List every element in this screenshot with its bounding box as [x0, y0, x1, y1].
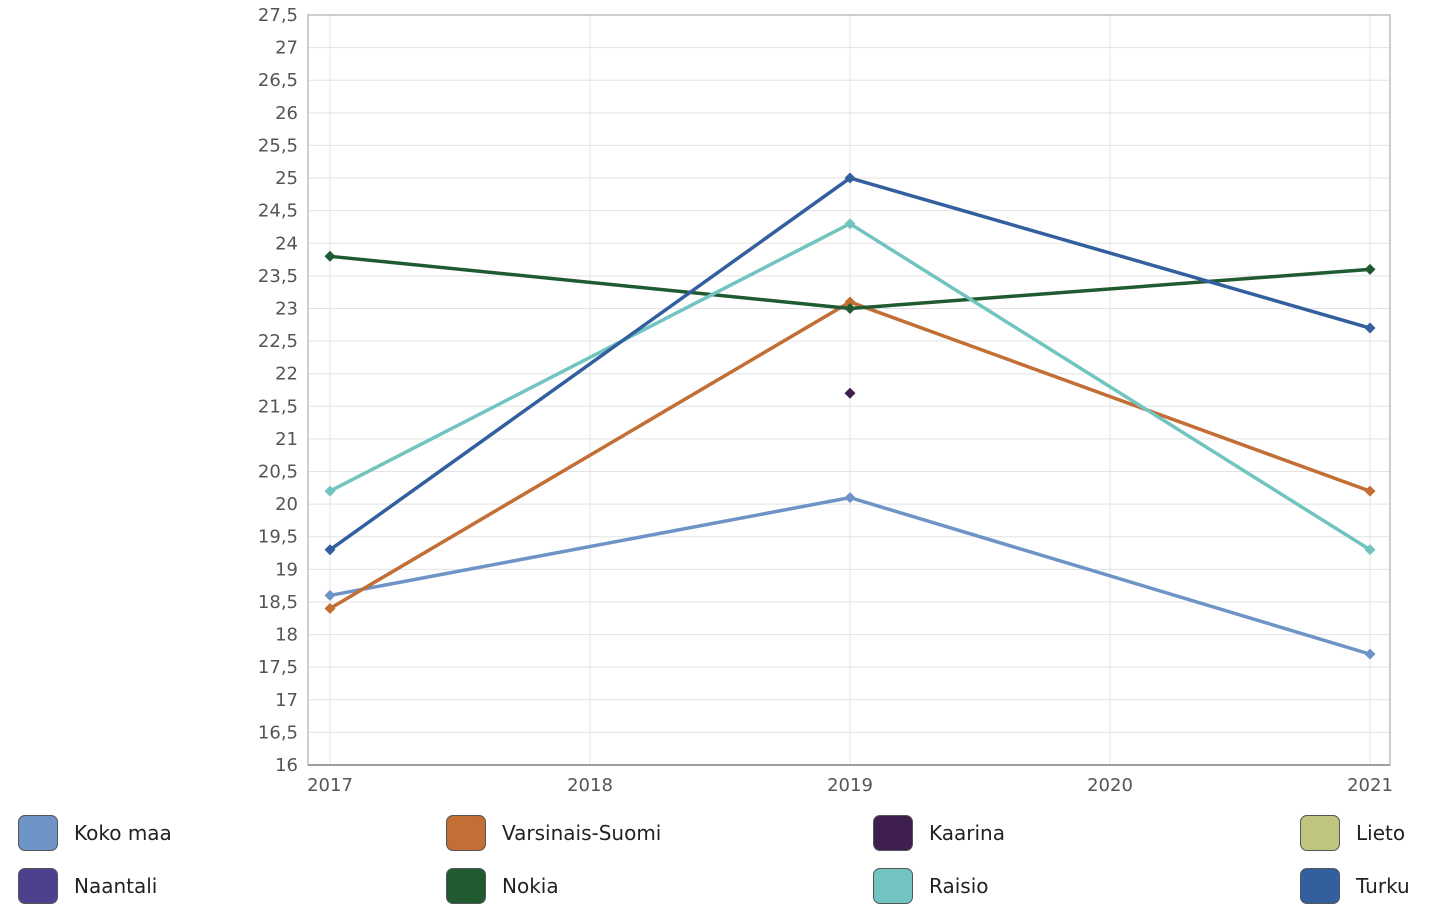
legend-swatch: [1300, 868, 1340, 904]
y-tick-label: 16: [275, 755, 298, 776]
y-tick-label: 27: [275, 38, 298, 59]
data-point-marker: [1364, 648, 1376, 660]
legend-swatch: [18, 815, 58, 851]
legend-label: Raisio: [929, 874, 989, 898]
line-chart: 16 16,5 17 17,5 18 18,5 19 19,5 20 20,5 21 21,5 22 22…: [258, 5, 1393, 796]
data-point-marker: [324, 485, 336, 497]
y-tick-label: 19: [275, 559, 298, 580]
legend-label: Kaarina: [929, 821, 1005, 845]
y-tick-label: 18: [275, 625, 298, 646]
legend-label: Nokia: [502, 874, 559, 898]
legend: Koko maa Varsinais-Suomi Kaarina Lieto Naant…: [0, 808, 1430, 905]
legend-item[interactable]: Koko maa: [18, 813, 172, 853]
y-tick-label: 20: [275, 494, 298, 515]
legend-item[interactable]: Raisio: [873, 866, 988, 906]
y-tick-label: 25: [275, 168, 298, 189]
x-tick-label: 2020: [1087, 775, 1133, 796]
y-tick-label: 20,5: [258, 462, 298, 483]
legend-item[interactable]: Nokia: [446, 866, 559, 906]
data-point-marker: [1364, 322, 1376, 334]
legend-item[interactable]: Varsinais-Suomi: [446, 813, 661, 853]
data-point-marker: [844, 387, 856, 399]
y-tick-label: 16,5: [258, 722, 298, 743]
legend-item[interactable]: Naantali: [18, 866, 157, 906]
series-markers: [324, 172, 1376, 660]
legend-swatch: [446, 868, 486, 904]
legend-item[interactable]: Turku: [1300, 866, 1410, 906]
y-tick-label: 26,5: [258, 70, 298, 91]
legend-swatch: [18, 868, 58, 904]
y-tick-label: 27,5: [258, 5, 298, 26]
data-point-marker: [324, 250, 336, 262]
legend-swatch: [873, 815, 913, 851]
y-tick-label: 21,5: [258, 396, 298, 417]
y-tick-label: 17: [275, 690, 298, 711]
y-tick-label: 21: [275, 429, 298, 450]
legend-label: Koko maa: [74, 821, 172, 845]
data-point-marker: [324, 544, 336, 556]
legend-label: Varsinais-Suomi: [502, 821, 662, 845]
legend-label: Lieto: [1356, 821, 1406, 845]
legend-label: Turku: [1356, 874, 1410, 898]
y-tick-label: 22: [275, 364, 298, 385]
y-tick-label: 25,5: [258, 135, 298, 156]
legend-item[interactable]: Lieto: [1300, 813, 1405, 853]
legend-swatch: [873, 868, 913, 904]
y-tick-label: 17,5: [258, 657, 298, 678]
axes: 16 16,5 17 17,5 18 18,5 19 19,5 20 20,5 21 21,5 22 22…: [258, 5, 1393, 796]
data-point-marker: [844, 172, 856, 184]
y-tick-label: 18,5: [258, 592, 298, 613]
legend-swatch: [446, 815, 486, 851]
x-tick-label: 2017: [307, 775, 353, 796]
data-point-marker: [324, 589, 336, 601]
y-tick-label: 19,5: [258, 527, 298, 548]
data-point-marker: [1364, 485, 1376, 497]
legend-item[interactable]: Kaarina: [873, 813, 1005, 853]
x-tick-label: 2019: [827, 775, 873, 796]
y-tick-label: 24,5: [258, 201, 298, 222]
legend-label: Naantali: [74, 874, 158, 898]
data-point-marker: [844, 302, 856, 314]
y-tick-label: 22,5: [258, 331, 298, 352]
y-tick-label: 24: [275, 233, 298, 254]
data-point-marker: [844, 218, 856, 230]
x-tick-label: 2018: [567, 775, 613, 796]
y-tick-label: 26: [275, 103, 298, 124]
x-tick-label: 2021: [1347, 775, 1393, 796]
data-point-marker: [844, 296, 856, 308]
y-tick-label: 23: [275, 298, 298, 319]
y-tick-label: 23,5: [258, 266, 298, 287]
data-point-marker: [324, 602, 336, 614]
data-point-marker: [1364, 544, 1376, 556]
legend-swatch: [1300, 815, 1340, 851]
grid: [308, 14, 1390, 766]
data-point-marker: [844, 492, 856, 504]
data-point-marker: [1364, 263, 1376, 275]
